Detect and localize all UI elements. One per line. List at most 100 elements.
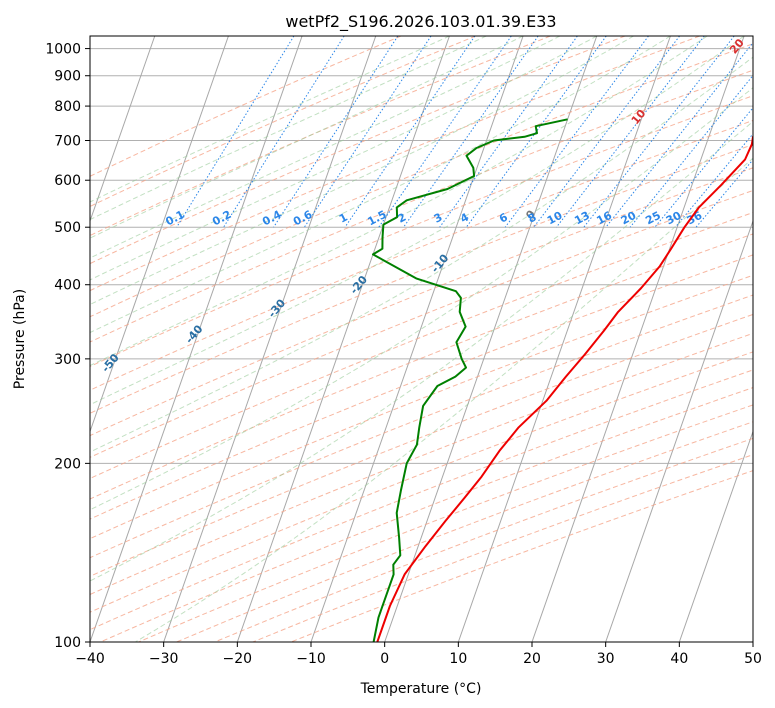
mixing-ratio-line bbox=[344, 36, 476, 228]
mixing-ratio-line bbox=[556, 36, 705, 228]
mixing-ratio-label: 3 bbox=[432, 211, 445, 226]
dry-adiabat-line bbox=[100, 387, 753, 642]
mixing-ratio-line bbox=[223, 36, 345, 228]
mixing-ratio-label: 20 bbox=[619, 209, 639, 228]
mixing-ratio-label: 6 bbox=[497, 210, 510, 225]
isotherm-line bbox=[678, 430, 753, 642]
temperature-line bbox=[376, 135, 753, 642]
y-tick-label: 800 bbox=[54, 99, 81, 115]
dry-adiabat-line bbox=[90, 369, 753, 631]
mixing-ratio-labels: 0.1 0.2 0.4 0.6 1 1.5 2 3 4 6 8 10 13 16 20 25 30 36 bbox=[163, 208, 704, 229]
moist-adiabat-line bbox=[90, 87, 753, 511]
plot-frame bbox=[89, 35, 754, 643]
moist-adiabat-line bbox=[90, 56, 753, 453]
x-tick-label: 20 bbox=[523, 651, 541, 667]
mixing-ratio-label: 1 bbox=[337, 211, 350, 226]
moist-adiabat-line bbox=[90, 36, 450, 203]
dry-adiabat-line bbox=[90, 351, 753, 613]
mixing-ratio-line bbox=[654, 106, 753, 228]
dry-adiabat-line bbox=[90, 332, 753, 596]
mixing-ratio-line bbox=[378, 36, 512, 228]
moist-adiabat-line bbox=[90, 36, 598, 281]
y-axis-label: Pressure (hPa) bbox=[12, 289, 28, 389]
isotherm-line bbox=[752, 640, 753, 642]
y-tick-label: 700 bbox=[54, 133, 81, 149]
dry-adiabat-line bbox=[90, 313, 753, 577]
x-tick-label: 10 bbox=[449, 651, 467, 667]
mixing-ratio-label: 13 bbox=[572, 209, 592, 228]
mixing-ratio-label: 1.5 bbox=[365, 208, 388, 229]
chart-title: wetPf2_S196.2026.103.01.39.E33 bbox=[285, 12, 556, 32]
moist-adiabat-line bbox=[90, 36, 561, 259]
mixing-ratio-line bbox=[629, 74, 753, 228]
mixing-ratio-line bbox=[403, 36, 539, 228]
y-tick-label: 600 bbox=[54, 173, 81, 189]
x-tick-label: −30 bbox=[149, 651, 179, 667]
dry-adiabat-line bbox=[90, 274, 753, 540]
isotherm-line bbox=[90, 36, 156, 223]
dry-adiabat-label: -10 bbox=[429, 251, 452, 275]
dry-adiabat-line bbox=[90, 36, 700, 292]
dry-adiabat-label: -20 bbox=[347, 273, 370, 297]
moist-adiabat-line bbox=[90, 36, 671, 334]
isotherm-line bbox=[457, 36, 671, 642]
y-tick-label: 400 bbox=[54, 278, 81, 294]
x-tick-label: 30 bbox=[597, 651, 615, 667]
mixing-ratio-line bbox=[273, 36, 399, 228]
isotherm-line bbox=[605, 219, 753, 642]
moist-adiabat-line bbox=[90, 36, 487, 221]
x-tick-label: −20 bbox=[223, 651, 253, 667]
y-axis: 100 200 300 400 500 600 700 800 900 1000 bbox=[45, 42, 90, 651]
moist-adiabat-line bbox=[90, 36, 745, 406]
isotherm-line bbox=[384, 36, 598, 642]
x-tick-label: 50 bbox=[744, 651, 762, 667]
mixing-ratio-line bbox=[674, 133, 753, 228]
dewpoint-line bbox=[372, 118, 568, 642]
dry-adiabat-line bbox=[90, 143, 753, 414]
mixing-ratio-line bbox=[533, 36, 681, 228]
x-axis: −40 −30 −20 −10 0 10 20 30 40 50 bbox=[75, 642, 762, 667]
dry-adiabat-label: -40 bbox=[183, 322, 206, 346]
x-tick-label: 40 bbox=[670, 651, 688, 667]
isotherm-line bbox=[236, 36, 450, 642]
dry-adiabat-line bbox=[90, 233, 753, 500]
dry-adiabat-line bbox=[90, 254, 753, 520]
dry-adiabat-line bbox=[90, 36, 551, 237]
dry-adiabat-label: -50 bbox=[99, 351, 122, 375]
mixing-ratio-label: 0.2 bbox=[210, 208, 233, 229]
dry-adiabat-line bbox=[90, 189, 753, 458]
y-tick-label: 200 bbox=[54, 456, 81, 472]
y-tick-label: 100 bbox=[54, 635, 81, 651]
dry-adiabat-line bbox=[176, 421, 753, 642]
x-axis-label: Temperature (°C) bbox=[360, 681, 482, 697]
y-tick-label: 500 bbox=[54, 220, 81, 236]
y-tick-label: 300 bbox=[54, 352, 81, 368]
moist-adiabat-line bbox=[135, 157, 753, 642]
mixing-ratio-label: 0.4 bbox=[260, 208, 284, 229]
x-tick-label: −10 bbox=[296, 651, 326, 667]
dry-adiabat-line bbox=[90, 95, 753, 368]
mixing-ratio-label: 30 bbox=[664, 209, 684, 228]
isotherm-line bbox=[163, 36, 377, 642]
moist-adiabat-line bbox=[90, 120, 753, 582]
mixing-ratio-line bbox=[176, 36, 295, 228]
mixing-ratio-line bbox=[439, 36, 578, 228]
dry-adiabat-line bbox=[214, 437, 753, 642]
mixing-ratio-label: 36 bbox=[685, 209, 705, 228]
mixing-ratio-label: 0.6 bbox=[291, 208, 315, 229]
y-tick-label: 1000 bbox=[45, 42, 81, 58]
series-layer bbox=[372, 118, 753, 642]
mixing-ratio-label: 10 bbox=[545, 209, 565, 228]
dry-adiabat-line bbox=[90, 36, 402, 177]
x-tick-label: −40 bbox=[75, 651, 105, 667]
dry-adiabat-line bbox=[90, 36, 476, 208]
mixing-ratio-line bbox=[504, 36, 649, 228]
y-tick-label: 900 bbox=[54, 69, 81, 85]
isotherm-line bbox=[0, 36, 7, 642]
dry-adiabat-line bbox=[90, 43, 753, 318]
moist-adiabat-line bbox=[90, 36, 524, 239]
mixing-ratio-line bbox=[605, 41, 753, 228]
isotherm-line bbox=[531, 36, 745, 642]
